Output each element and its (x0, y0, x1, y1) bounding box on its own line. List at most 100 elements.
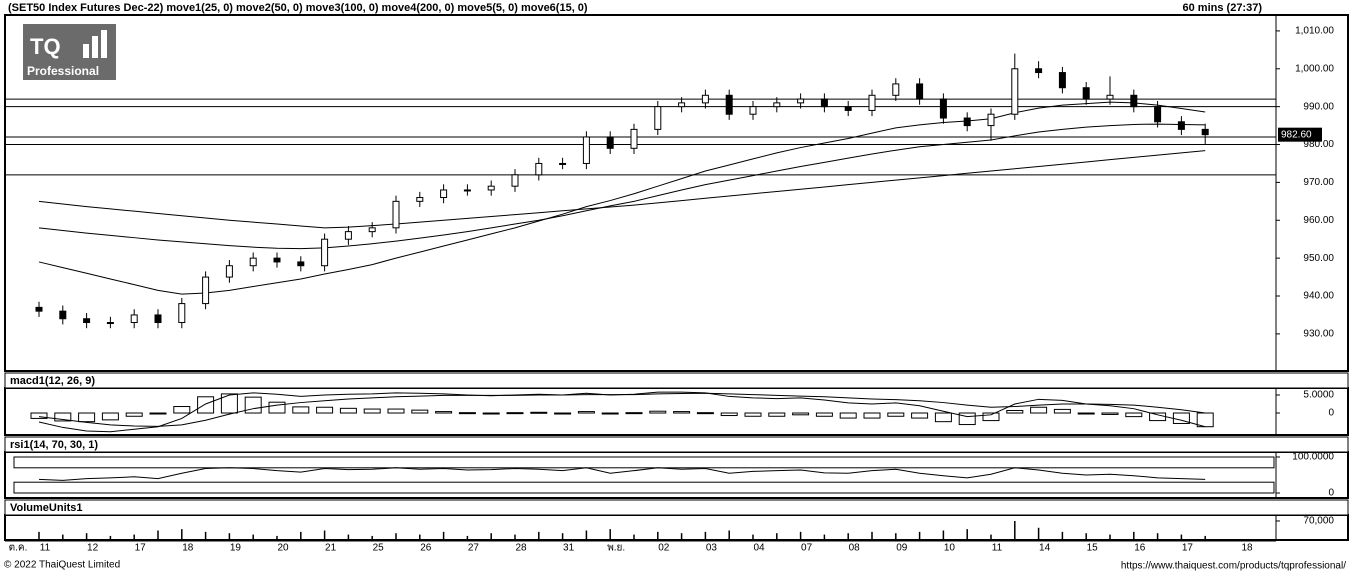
candle-body (820, 98, 828, 108)
panel-title-bar (4, 436, 1349, 453)
candle-body (321, 238, 329, 267)
logo-bar (101, 30, 107, 58)
macd-histogram (934, 412, 952, 423)
macd-histogram (625, 412, 643, 415)
panel-title: rsi1(14, 70, 30, 1) (10, 439, 98, 451)
x-tick-label: 02 (658, 543, 670, 554)
x-tick-label: 26 (420, 543, 432, 554)
candle-body (773, 102, 781, 108)
macd-histogram (887, 412, 905, 417)
macd-histogram (982, 412, 1000, 422)
macd-histogram (530, 411, 548, 414)
panel-title-bar (4, 499, 1349, 516)
macd-histogram (387, 408, 405, 414)
candle-body (559, 162, 567, 165)
candle-body (202, 276, 210, 305)
y-tick-label: 980.00 (1303, 139, 1334, 150)
x-tick-label: 31 (563, 543, 575, 554)
macd-histogram (1125, 412, 1143, 418)
macd-histogram (815, 412, 833, 417)
candle-body (939, 98, 947, 119)
candle-body (35, 306, 43, 312)
y-tick-label: 1,000.00 (1295, 63, 1334, 74)
y-tick-label: 100.0000 (1292, 452, 1334, 463)
macd-histogram (839, 412, 857, 419)
x-tick-label: 28 (515, 543, 527, 554)
logo-mark: TQ (30, 34, 61, 59)
x-tick-label: 17 (135, 543, 147, 554)
logo-caption: Professional (27, 64, 99, 78)
x-tick-label: 17 (1182, 543, 1194, 554)
macd-histogram (1077, 412, 1095, 415)
macd-histogram (125, 412, 143, 417)
macd-histogram (197, 396, 215, 414)
last-price-label: 982.60 (1281, 129, 1312, 140)
x-tick-label: 16 (1134, 543, 1146, 554)
logo: TQ Professional (23, 24, 116, 80)
x-tick-label: 15 (1087, 543, 1099, 554)
last-price-box (1278, 127, 1322, 142)
candle-body (59, 310, 67, 320)
x-tick-label: 14 (1039, 543, 1051, 554)
y-tick-label: 0 (1328, 408, 1334, 419)
macd-histogram (30, 412, 48, 419)
macd-histogram (173, 406, 191, 414)
macd-histogram (458, 412, 476, 415)
candle-body (392, 200, 400, 229)
x-tick-label: 18 (182, 543, 194, 554)
macd-histogram (149, 412, 167, 415)
source-url: https://www.thaiquest.com/products/tqpro… (1121, 561, 1346, 572)
y-tick-label: 950.00 (1303, 253, 1334, 264)
candle-body (178, 303, 186, 324)
oversold-zone (13, 481, 1275, 494)
macd-histogram (863, 412, 881, 419)
y-tick-label: 70,000 (1303, 516, 1334, 527)
candle-body (749, 106, 757, 115)
macd-histogram (482, 412, 500, 415)
x-tick-label: 04 (753, 543, 765, 554)
candle-body (463, 189, 471, 192)
macd-histogram (601, 412, 619, 415)
y-tick-label: 930.00 (1303, 329, 1334, 340)
candle-body (701, 94, 709, 104)
macd-histogram (673, 411, 691, 414)
logo-bg (23, 24, 116, 80)
candle-body (606, 136, 614, 149)
macd-histogram (363, 408, 381, 414)
x-tick-label: 25 (373, 543, 385, 554)
macd-histogram (435, 411, 453, 414)
candle-body (868, 94, 876, 111)
macd-histogram (1149, 412, 1167, 422)
y-tick-label: 0 (1328, 488, 1334, 499)
x-tick-label: 18 (1241, 543, 1253, 554)
x-tick-label: 07 (801, 543, 813, 554)
x-tick-label: 10 (944, 543, 956, 554)
macd-histogram (720, 412, 738, 417)
x-tick-label: 19 (230, 543, 242, 554)
candle-body (1106, 94, 1114, 100)
macd-histogram (411, 409, 429, 414)
macd-histogram (577, 411, 595, 414)
candle-body (487, 185, 495, 191)
candle-body (225, 265, 233, 278)
x-tick-label: 12 (87, 543, 99, 554)
x-tick-label: 27 (468, 543, 480, 554)
moving-average (38, 150, 1206, 229)
moving-average (38, 101, 1206, 295)
panel-frame (4, 14, 1349, 372)
chart-header: (SET50 Index Futures Dec-22) move1(25, 0… (8, 2, 588, 14)
macd-histogram (268, 401, 286, 414)
candle-body (1201, 128, 1209, 136)
y-tick-label: 960.00 (1303, 215, 1334, 226)
macd-histogram (554, 412, 572, 415)
candle-body (83, 318, 91, 324)
macd-histogram (696, 412, 714, 415)
macd-histogram (744, 412, 762, 417)
candle-body (1011, 68, 1019, 115)
candle-body (1154, 106, 1162, 123)
macd-histogram (649, 410, 667, 414)
candle-body (1058, 72, 1066, 89)
candle-body (678, 102, 686, 108)
candle-body (725, 94, 733, 115)
x-tick-label: 11 (40, 543, 51, 554)
